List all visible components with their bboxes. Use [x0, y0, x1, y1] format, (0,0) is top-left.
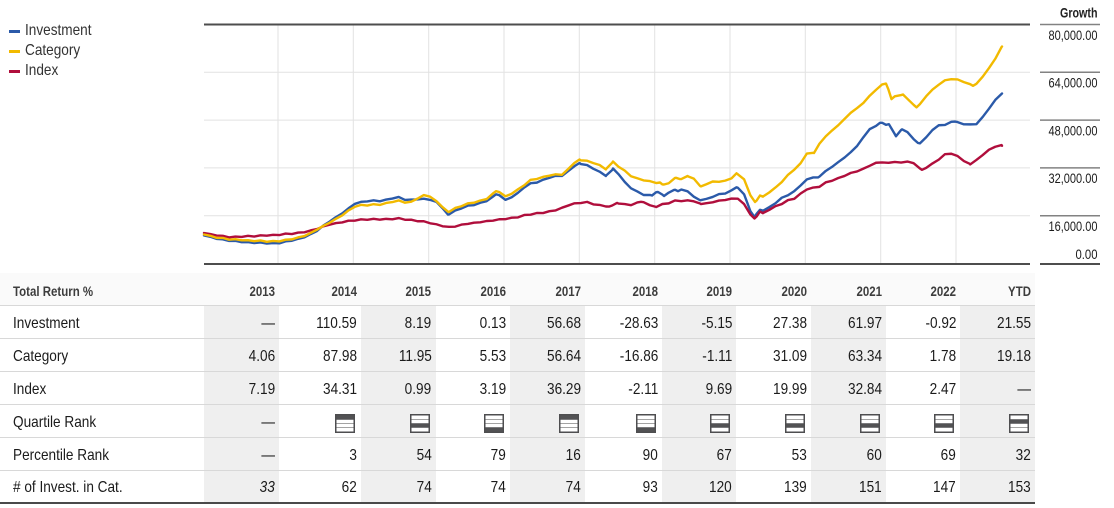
- svg-text:80,000.00: 80,000.00: [1049, 27, 1098, 43]
- svg-text:Growth: Growth: [1060, 5, 1098, 21]
- svg-text:16,000.00: 16,000.00: [1049, 218, 1098, 234]
- svg-text:32,000.00: 32,000.00: [1049, 170, 1098, 186]
- svg-text:0.00: 0.00: [1076, 246, 1098, 262]
- svg-text:48,000.00: 48,000.00: [1049, 122, 1098, 138]
- svg-text:64,000.00: 64,000.00: [1049, 75, 1098, 91]
